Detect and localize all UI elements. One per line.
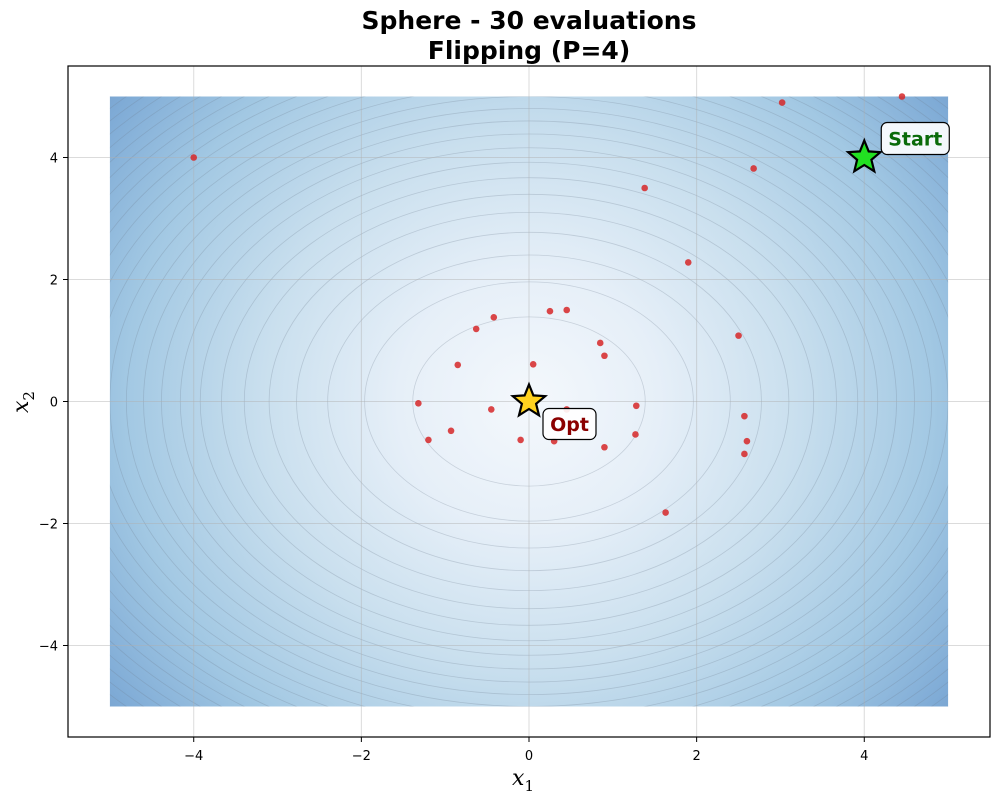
evaluation-point [454, 361, 462, 369]
evaluation-point [190, 154, 198, 161]
evaluation-point [447, 427, 455, 435]
x-axis-label: x1 [512, 766, 534, 795]
contour-line [125, 108, 933, 695]
contour-line [412, 316, 646, 487]
optimum-label: Opt [550, 414, 589, 436]
evaluation-point [743, 437, 751, 445]
x-tick-label: 2 [692, 749, 700, 764]
start-label-box [880, 121, 950, 156]
evaluation-point [662, 509, 669, 516]
evaluation-point [601, 443, 608, 451]
evaluation-point [632, 402, 640, 410]
contour-line [143, 120, 915, 683]
evaluation-point [601, 352, 608, 360]
evaluation-point [750, 165, 757, 172]
evaluation-point [425, 436, 432, 444]
y-tick-label: 0 [50, 396, 58, 411]
optimum-star [509, 381, 549, 418]
axis-ticks: −4 −2 0 2 4 −4 −2 0 2 4 [39, 152, 869, 765]
evaluation-point [741, 412, 748, 420]
evaluation-point [898, 93, 906, 100]
evaluation-points [190, 93, 906, 516]
x-tick-label: 4 [860, 749, 868, 764]
y-tick-label: −2 [39, 518, 58, 533]
evaluation-point [487, 406, 495, 413]
chart-title: Sphere - 30 evaluations [362, 6, 697, 35]
y-axis-label-subscript: 2 [20, 391, 38, 401]
evaluation-point [529, 360, 537, 368]
evaluation-point [546, 307, 554, 315]
y-tick-label: 2 [50, 274, 58, 289]
optimum-label-box [542, 407, 597, 441]
contour-line [296, 231, 762, 572]
markers: Start Opt [509, 121, 950, 441]
contour-line [199, 161, 859, 642]
contour-line [221, 177, 837, 626]
start-label: Start [888, 129, 942, 151]
contour-line [327, 254, 731, 549]
evaluation-point [596, 339, 604, 347]
evaluation-point [415, 400, 422, 407]
y-tick-label: 4 [50, 152, 58, 167]
x-axis-label-subscript: 1 [524, 777, 534, 795]
x-tick-label: −4 [184, 749, 203, 764]
chart-subtitle: Flipping (P=4) [428, 36, 631, 65]
evaluation-point [472, 325, 480, 333]
evaluation-point [563, 306, 571, 314]
evaluation-point [641, 184, 648, 192]
evaluation-point [684, 259, 692, 266]
y-tick-label: −4 [39, 640, 58, 655]
start-star [845, 137, 884, 174]
contour-line [243, 193, 815, 610]
evaluation-point [735, 332, 742, 339]
evaluation-point [517, 436, 524, 444]
x-tick-label: −2 [352, 749, 371, 764]
contour-line [268, 211, 790, 592]
y-axis-label: x2 [9, 391, 38, 413]
x-tick-label: 0 [525, 749, 533, 764]
contour-line [364, 281, 694, 522]
contour-line [161, 133, 897, 670]
evaluation-point [632, 431, 639, 438]
evaluation-point [741, 450, 748, 458]
evaluation-point [490, 314, 498, 321]
contour-line [179, 147, 879, 656]
evaluation-point [778, 99, 786, 106]
